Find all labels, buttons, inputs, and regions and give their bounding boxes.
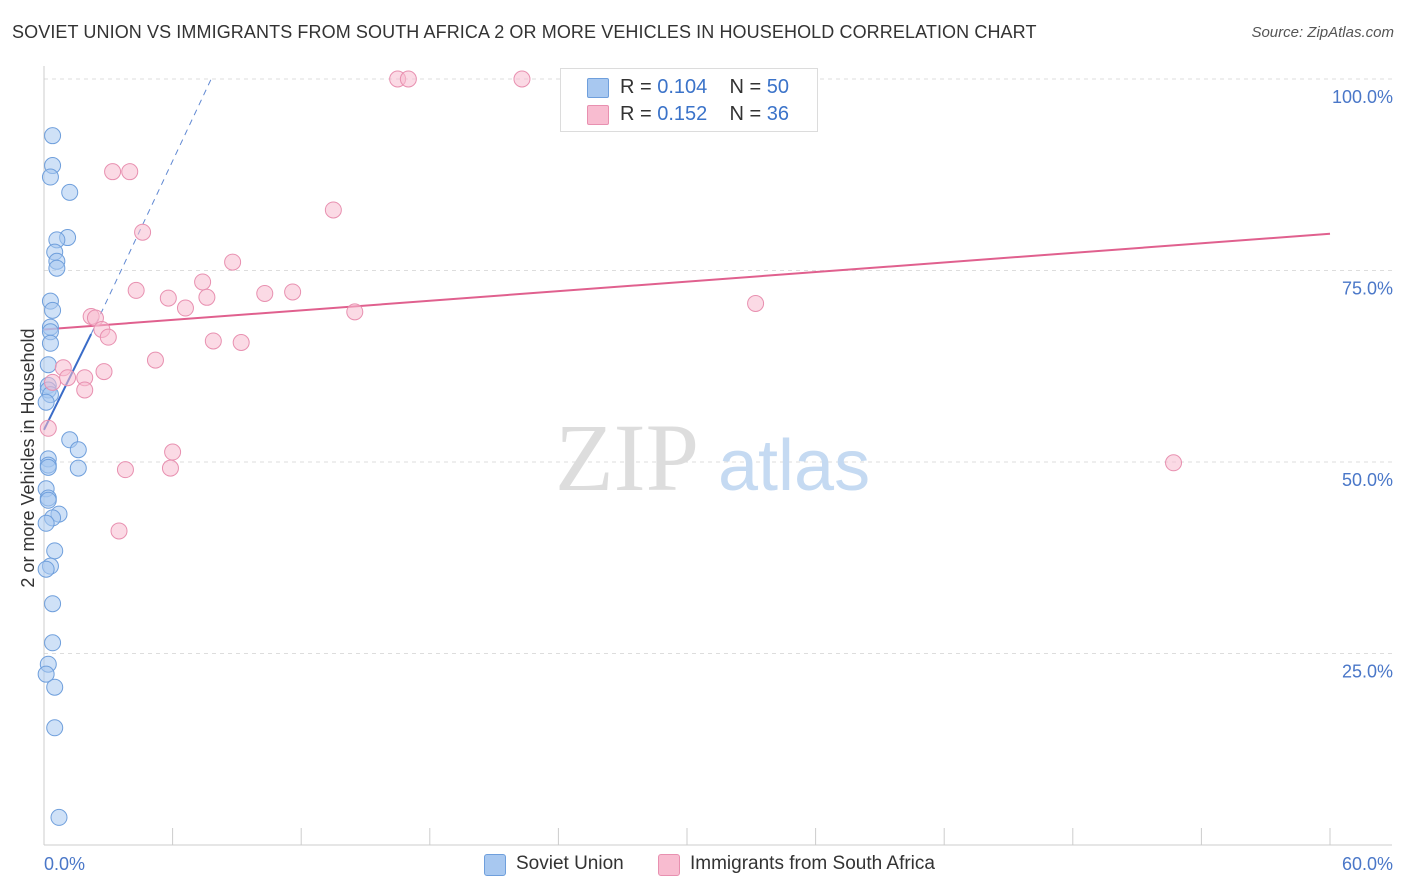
point-south-africa xyxy=(232,334,250,352)
source-credit: Source: ZipAtlas.com xyxy=(1251,24,1394,41)
point-soviet-union xyxy=(39,458,57,476)
point-soviet-union xyxy=(44,595,62,613)
point-south-africa xyxy=(346,303,364,321)
point-soviet-union xyxy=(41,168,59,186)
point-south-africa xyxy=(76,381,94,399)
point-south-africa xyxy=(224,253,242,271)
trend-line-south-africa xyxy=(43,232,1331,331)
legend-r-label: R = xyxy=(620,76,652,98)
bottom-legend-label: Soviet Union xyxy=(516,853,624,874)
bottom-legend-swatch-blue xyxy=(484,854,506,876)
point-south-africa xyxy=(1165,454,1183,472)
legend-r-value: 0.104 xyxy=(657,76,708,98)
point-south-africa xyxy=(44,373,62,391)
y-axis-title: 2 or more Vehicles in Household xyxy=(18,328,38,587)
legend-r-label: R = xyxy=(620,103,652,125)
point-south-africa xyxy=(284,283,302,301)
point-soviet-union xyxy=(50,808,68,826)
point-south-africa xyxy=(146,351,164,369)
point-soviet-union xyxy=(41,334,59,352)
point-soviet-union xyxy=(46,542,64,560)
trend-line-soviet-union-extension xyxy=(90,78,212,335)
y-tick-label: 75.0% xyxy=(1342,279,1393,299)
bottom-legend-swatch-pink xyxy=(658,854,680,876)
point-south-africa xyxy=(110,522,128,540)
point-south-africa xyxy=(116,461,134,479)
point-soviet-union xyxy=(37,665,55,683)
point-south-africa xyxy=(39,419,57,437)
point-soviet-union xyxy=(46,719,64,737)
y-tick-label: 100.0% xyxy=(1332,87,1393,107)
point-soviet-union xyxy=(69,441,87,459)
legend-n-label: N = xyxy=(729,103,762,125)
point-south-africa xyxy=(159,289,177,307)
point-south-africa xyxy=(399,70,417,88)
point-soviet-union xyxy=(69,459,87,477)
point-soviet-union xyxy=(48,259,66,277)
point-south-africa xyxy=(161,459,179,477)
point-soviet-union xyxy=(44,634,62,652)
legend-n-label: N = xyxy=(729,76,762,98)
point-south-africa xyxy=(104,163,122,181)
point-south-africa xyxy=(99,328,117,346)
x-tick-label-max: 60.0% xyxy=(1342,854,1393,874)
legend-n-value: 50 xyxy=(766,76,790,98)
legend-n-value: 36 xyxy=(766,103,790,125)
point-south-africa xyxy=(194,273,212,291)
point-south-africa xyxy=(198,288,216,306)
point-soviet-union xyxy=(39,491,57,509)
point-soviet-union xyxy=(44,301,62,319)
point-soviet-union xyxy=(61,183,79,201)
gridlines xyxy=(44,78,1392,654)
watermark-atlas: atlas xyxy=(718,426,870,506)
point-soviet-union xyxy=(44,127,62,145)
point-south-africa xyxy=(176,299,194,317)
point-south-africa xyxy=(95,363,113,381)
x-tick-label-min: 0.0% xyxy=(44,854,85,874)
bottom-legend-label: Immigrants from South Africa xyxy=(690,853,935,874)
x-tick-labels: 0.0% 60.0% xyxy=(44,854,1393,874)
point-south-africa xyxy=(324,201,342,219)
y-tick-label: 50.0% xyxy=(1342,470,1393,490)
point-south-africa xyxy=(121,163,139,181)
point-soviet-union xyxy=(46,678,64,696)
point-south-africa xyxy=(513,70,531,88)
point-south-africa xyxy=(127,281,145,299)
point-soviet-union xyxy=(37,560,55,578)
y-tick-labels: 25.0% 50.0% 75.0% 100.0% xyxy=(1332,87,1393,682)
point-soviet-union xyxy=(39,356,57,374)
point-south-africa xyxy=(256,284,274,302)
stats-legend: R = 0.104 N = 50 R = 0.152 N = 36 xyxy=(560,68,818,132)
legend-swatch-pink xyxy=(587,105,609,125)
point-south-africa xyxy=(747,294,765,312)
data-points xyxy=(37,70,1183,826)
legend-r-value: 0.152 xyxy=(657,103,708,125)
point-south-africa xyxy=(204,332,222,350)
point-south-africa xyxy=(59,369,77,387)
watermark: ZIP atlas xyxy=(555,404,870,511)
y-tick-label: 25.0% xyxy=(1342,662,1393,682)
legend-swatch-blue xyxy=(587,78,609,98)
point-south-africa xyxy=(164,443,182,461)
point-soviet-union xyxy=(37,514,55,532)
watermark-zip: ZIP xyxy=(555,404,699,511)
point-soviet-union xyxy=(37,393,55,411)
chart-title: SOVIET UNION VS IMMIGRANTS FROM SOUTH AF… xyxy=(12,22,1037,42)
point-south-africa xyxy=(134,223,152,241)
